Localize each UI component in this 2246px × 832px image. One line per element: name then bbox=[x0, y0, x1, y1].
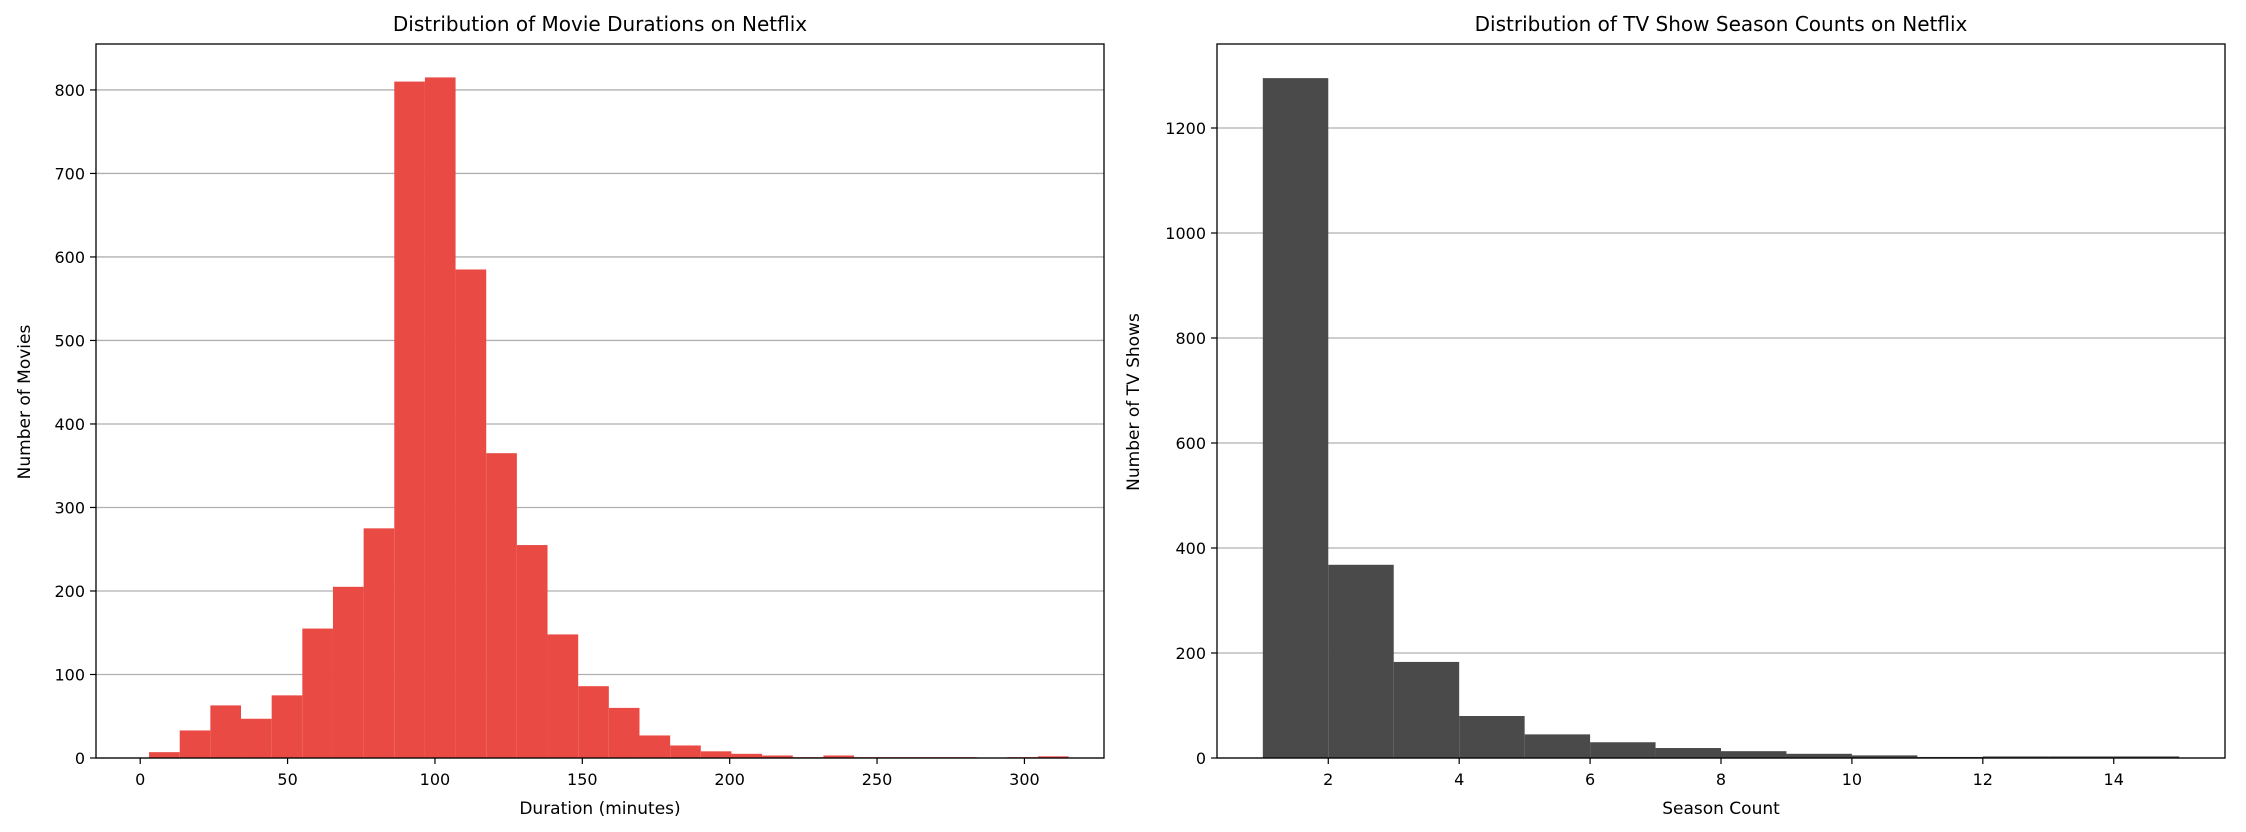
histogram-bar bbox=[302, 628, 333, 758]
histogram-bar bbox=[210, 705, 242, 758]
chart-title: Distribution of TV Show Season Counts on… bbox=[1475, 12, 1968, 36]
bars bbox=[149, 77, 1069, 759]
histogram-bar bbox=[1262, 78, 1329, 758]
histogram-bar bbox=[547, 634, 579, 758]
histogram-bar bbox=[516, 545, 548, 758]
histogram-bar bbox=[1982, 756, 2049, 758]
histogram-bar bbox=[670, 745, 701, 758]
y-tick-label: 400 bbox=[1175, 539, 1206, 558]
y-tick-label: 0 bbox=[1196, 749, 1206, 768]
histogram-bar bbox=[731, 753, 763, 758]
x-tick-label: 50 bbox=[277, 770, 297, 789]
y-ticks: 0 100 200 300 400 500 600 700 800 bbox=[54, 81, 96, 768]
histogram-bar bbox=[1851, 755, 1918, 758]
y-tick-label: 200 bbox=[54, 582, 85, 601]
y-ticks: 0 200 400 600 800 1000 1200 bbox=[1165, 119, 1217, 768]
histogram-bar bbox=[179, 730, 211, 758]
y-tick-label: 100 bbox=[54, 665, 85, 684]
x-tick-label: 4 bbox=[1454, 770, 1464, 789]
y-tick-label: 800 bbox=[54, 81, 85, 100]
histogram-bar bbox=[1721, 751, 1787, 758]
histogram-bar bbox=[455, 269, 487, 758]
histogram-bar bbox=[762, 755, 793, 758]
histogram-bar bbox=[271, 695, 303, 758]
histogram-bar bbox=[1328, 564, 1394, 758]
y-tick-label: 300 bbox=[54, 498, 85, 517]
y-tick-label: 800 bbox=[1175, 329, 1206, 348]
movie-duration-histogram: Distribution of Movie Durations on Netfl… bbox=[15, 12, 1105, 819]
x-tick-label: 8 bbox=[1716, 770, 1726, 789]
histogram-bar bbox=[149, 752, 180, 758]
tv-season-histogram: Distribution of TV Show Season Counts on… bbox=[1124, 12, 2226, 819]
histogram-bar bbox=[1590, 742, 1656, 758]
histogram-bar bbox=[486, 453, 517, 758]
histogram-bar bbox=[394, 81, 425, 758]
x-tick-label: 300 bbox=[1009, 770, 1040, 789]
y-tick-label: 0 bbox=[75, 749, 85, 768]
bars bbox=[1262, 78, 2180, 758]
x-tick-label: 6 bbox=[1585, 770, 1595, 789]
y-tick-label: 200 bbox=[1175, 644, 1206, 663]
histogram-bar bbox=[700, 751, 732, 758]
histogram-bar bbox=[2048, 756, 2114, 758]
histogram-bar bbox=[639, 735, 671, 758]
x-tick-label: 10 bbox=[1842, 770, 1862, 789]
y-tick-label: 600 bbox=[1175, 434, 1206, 453]
histogram-bar bbox=[1524, 734, 1591, 758]
histogram-bar bbox=[1459, 716, 1525, 758]
x-ticks: 0 50 100 150 200 250 300 bbox=[135, 758, 1040, 789]
histogram-bar bbox=[424, 77, 456, 759]
plot-frame bbox=[95, 43, 1105, 759]
histogram-bar bbox=[2113, 756, 2180, 758]
x-tick-label: 2 bbox=[1323, 770, 1333, 789]
x-tick-label: 250 bbox=[862, 770, 893, 789]
y-tick-label: 500 bbox=[54, 331, 85, 350]
y-axis-label: Number of Movies bbox=[15, 325, 35, 480]
histogram-bar bbox=[332, 586, 364, 758]
chart-title: Distribution of Movie Durations on Netfl… bbox=[393, 12, 807, 36]
x-axis-label: Duration (minutes) bbox=[519, 799, 680, 819]
x-tick-label: 0 bbox=[135, 770, 145, 789]
x-tick-label: 12 bbox=[1973, 770, 1993, 789]
histogram-bar bbox=[1786, 753, 1852, 758]
x-tick-label: 100 bbox=[420, 770, 451, 789]
histogram-bar bbox=[1037, 756, 1069, 758]
x-tick-label: 150 bbox=[567, 770, 598, 789]
plot-frame bbox=[1216, 43, 2226, 759]
histogram-bar bbox=[1393, 661, 1460, 758]
x-tick-label: 14 bbox=[2104, 770, 2124, 789]
y-tick-label: 700 bbox=[54, 164, 85, 183]
histogram-bar bbox=[1655, 748, 1721, 758]
histogram-bar bbox=[241, 718, 272, 758]
x-tick-label: 200 bbox=[714, 770, 745, 789]
x-ticks: 2 4 6 8 10 12 14 bbox=[1323, 758, 2124, 789]
histogram-bar bbox=[608, 707, 640, 758]
y-tick-label: 600 bbox=[54, 248, 85, 267]
y-tick-label: 1200 bbox=[1165, 119, 1206, 138]
y-tick-label: 400 bbox=[54, 415, 85, 434]
y-axis-label: Number of TV Shows bbox=[1124, 313, 1144, 491]
histogram-bar bbox=[363, 528, 395, 758]
y-tick-label: 1000 bbox=[1165, 224, 1206, 243]
histogram-bar bbox=[823, 755, 855, 758]
histogram-bar bbox=[578, 686, 609, 758]
x-axis-label: Season Count bbox=[1662, 799, 1780, 819]
